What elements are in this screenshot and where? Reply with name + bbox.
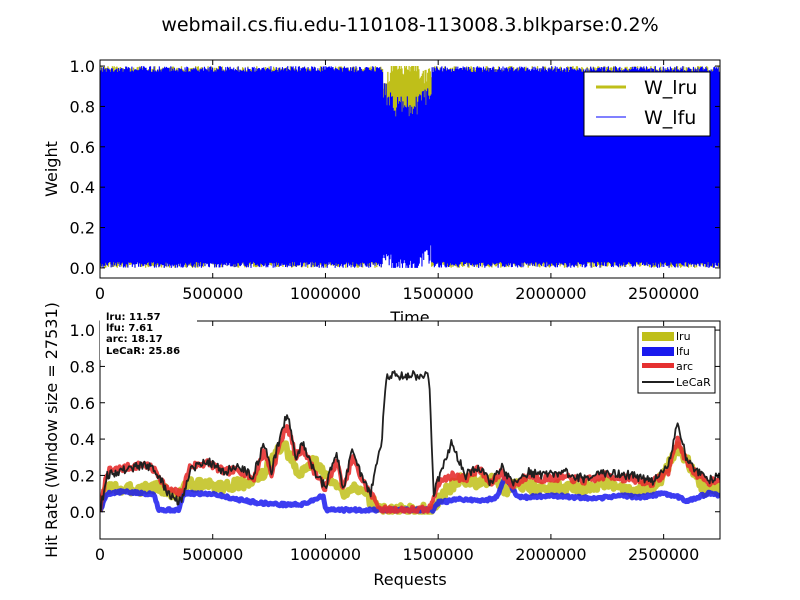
legend-swatch-lfu: [642, 347, 674, 356]
series-line-arc: [100, 424, 720, 514]
figure-title: webmail.cs.fiu.edu-110108-113008.3.blkpa…: [161, 14, 658, 36]
legend-label-w-lru: W_lru: [644, 77, 697, 99]
weights-y-tick-label: 0.2: [70, 219, 95, 238]
weights-x-tick-label: 2500000: [628, 284, 699, 303]
weights-y-tick-label: 0.4: [70, 178, 95, 197]
hit-rate-y-tick-label: 0.8: [70, 357, 95, 376]
legend-label-w-lfu: W_lfu: [644, 107, 696, 129]
legend-label-arc: arc: [676, 360, 693, 373]
stats-lru: lru: 11.57: [106, 312, 161, 323]
hit-rate-y-tick-label: 0.0: [70, 503, 95, 522]
hit-rate-y-tick-label: 1.0: [70, 321, 95, 340]
series-line-lru: [100, 440, 720, 515]
legend-label-lru: lru: [676, 330, 691, 343]
weights-x-tick-label: 500000: [182, 284, 243, 303]
hit-rate-stats: lru: 11.57 lfu: 7.61 arc: 18.17 LeCaR: 2…: [100, 311, 197, 360]
weights-x-tick-label: 1500000: [403, 284, 474, 303]
legend-label-lfu: lfu: [676, 345, 690, 358]
weights-plot: 0 500000 1000000 1500000 2000000 2500000 0.0 0.…: [42, 57, 721, 327]
series-line-lecar: [100, 370, 720, 513]
hit-rate-plot: 0 500000 1000000 1500000 2000000 2500000 0.0 0.…: [42, 302, 721, 589]
weights-y-tick-label: 0.6: [70, 138, 95, 157]
weights-y-axis-label: Weight: [42, 141, 61, 197]
series-line-w-lfu: [100, 66, 720, 268]
stats-lecar: LeCaR: 25.86: [106, 346, 180, 357]
weights-x-tick-label: 1000000: [290, 284, 361, 303]
legend-swatch-arc: [642, 363, 674, 368]
stats-lfu: lfu: 7.61: [106, 323, 153, 334]
weights-y-tick-label: 0.8: [70, 97, 95, 116]
hit-rate-y-axis-label: Hit Rate (Window size = 27531): [42, 302, 61, 558]
hit-rate-x-tick-label: 2000000: [515, 545, 586, 564]
hit-rate-y-tick-label: 0.2: [70, 466, 95, 485]
hit-rate-x-tick-label: 0: [95, 545, 105, 564]
hit-rate-legend: lru lfu arc LeCaR: [637, 326, 716, 394]
weights-x-tick-label: 2000000: [515, 284, 586, 303]
hit-rate-x-axis-label: Requests: [373, 570, 446, 589]
hit-rate-x-tick-label: 500000: [182, 545, 243, 564]
legend-label-lecar: LeCaR: [676, 376, 711, 389]
stats-arc: arc: 18.17: [106, 334, 163, 345]
hit-rate-x-tick-label: 1500000: [403, 545, 474, 564]
hit-rate-y-tick-label: 0.4: [70, 430, 95, 449]
weights-x-tick-label: 0: [95, 284, 105, 303]
hit-rate-y-tick-label: 0.6: [70, 394, 95, 413]
hit-rate-x-tick-label: 2500000: [628, 545, 699, 564]
hit-rate-x-tick-label: 1000000: [290, 545, 361, 564]
legend-swatch-lru: [642, 332, 674, 341]
weights-y-tick-label: 0.0: [70, 259, 95, 278]
weights-y-tick-label: 1.0: [70, 57, 95, 76]
weights-legend: W_lru W_lfu: [583, 71, 711, 137]
